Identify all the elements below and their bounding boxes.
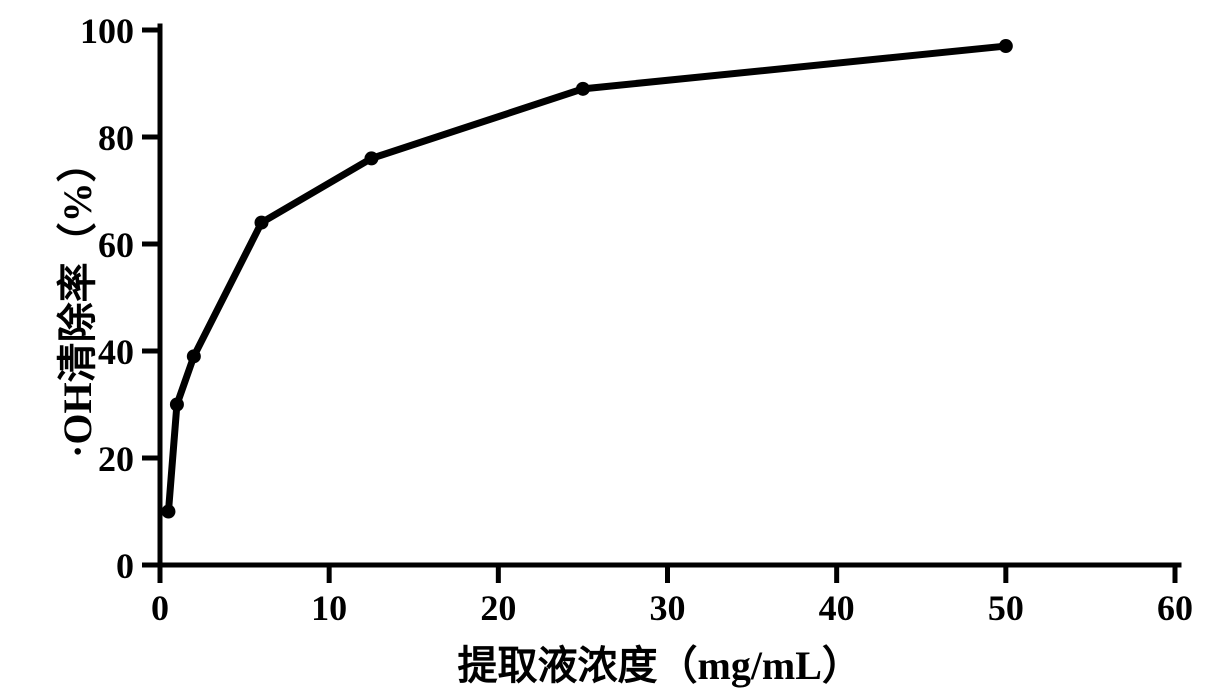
x-tick-label: 60 [1125,587,1214,629]
x-tick-label: 0 [110,587,210,629]
y-tick-label: 0 [34,545,134,587]
y-tick-label: 60 [34,224,134,266]
y-tick-label: 100 [34,10,134,52]
x-axis-label: 提取液浓度（mg/mL） [458,633,862,691]
chart-svg [0,0,1214,676]
oh-scavenging-chart: ·OH清除率（%） 提取液浓度（mg/mL） 01020304050600204… [0,0,1214,676]
x-tick-label: 40 [787,587,887,629]
y-axis-label: ·OH清除率（%） [45,142,103,458]
x-tick-label: 10 [279,587,379,629]
x-tick-label: 30 [618,587,718,629]
y-tick-label: 80 [34,117,134,159]
y-tick-label: 40 [34,331,134,373]
x-tick-label: 20 [448,587,548,629]
y-tick-label: 20 [34,438,134,480]
x-tick-label: 50 [956,587,1056,629]
